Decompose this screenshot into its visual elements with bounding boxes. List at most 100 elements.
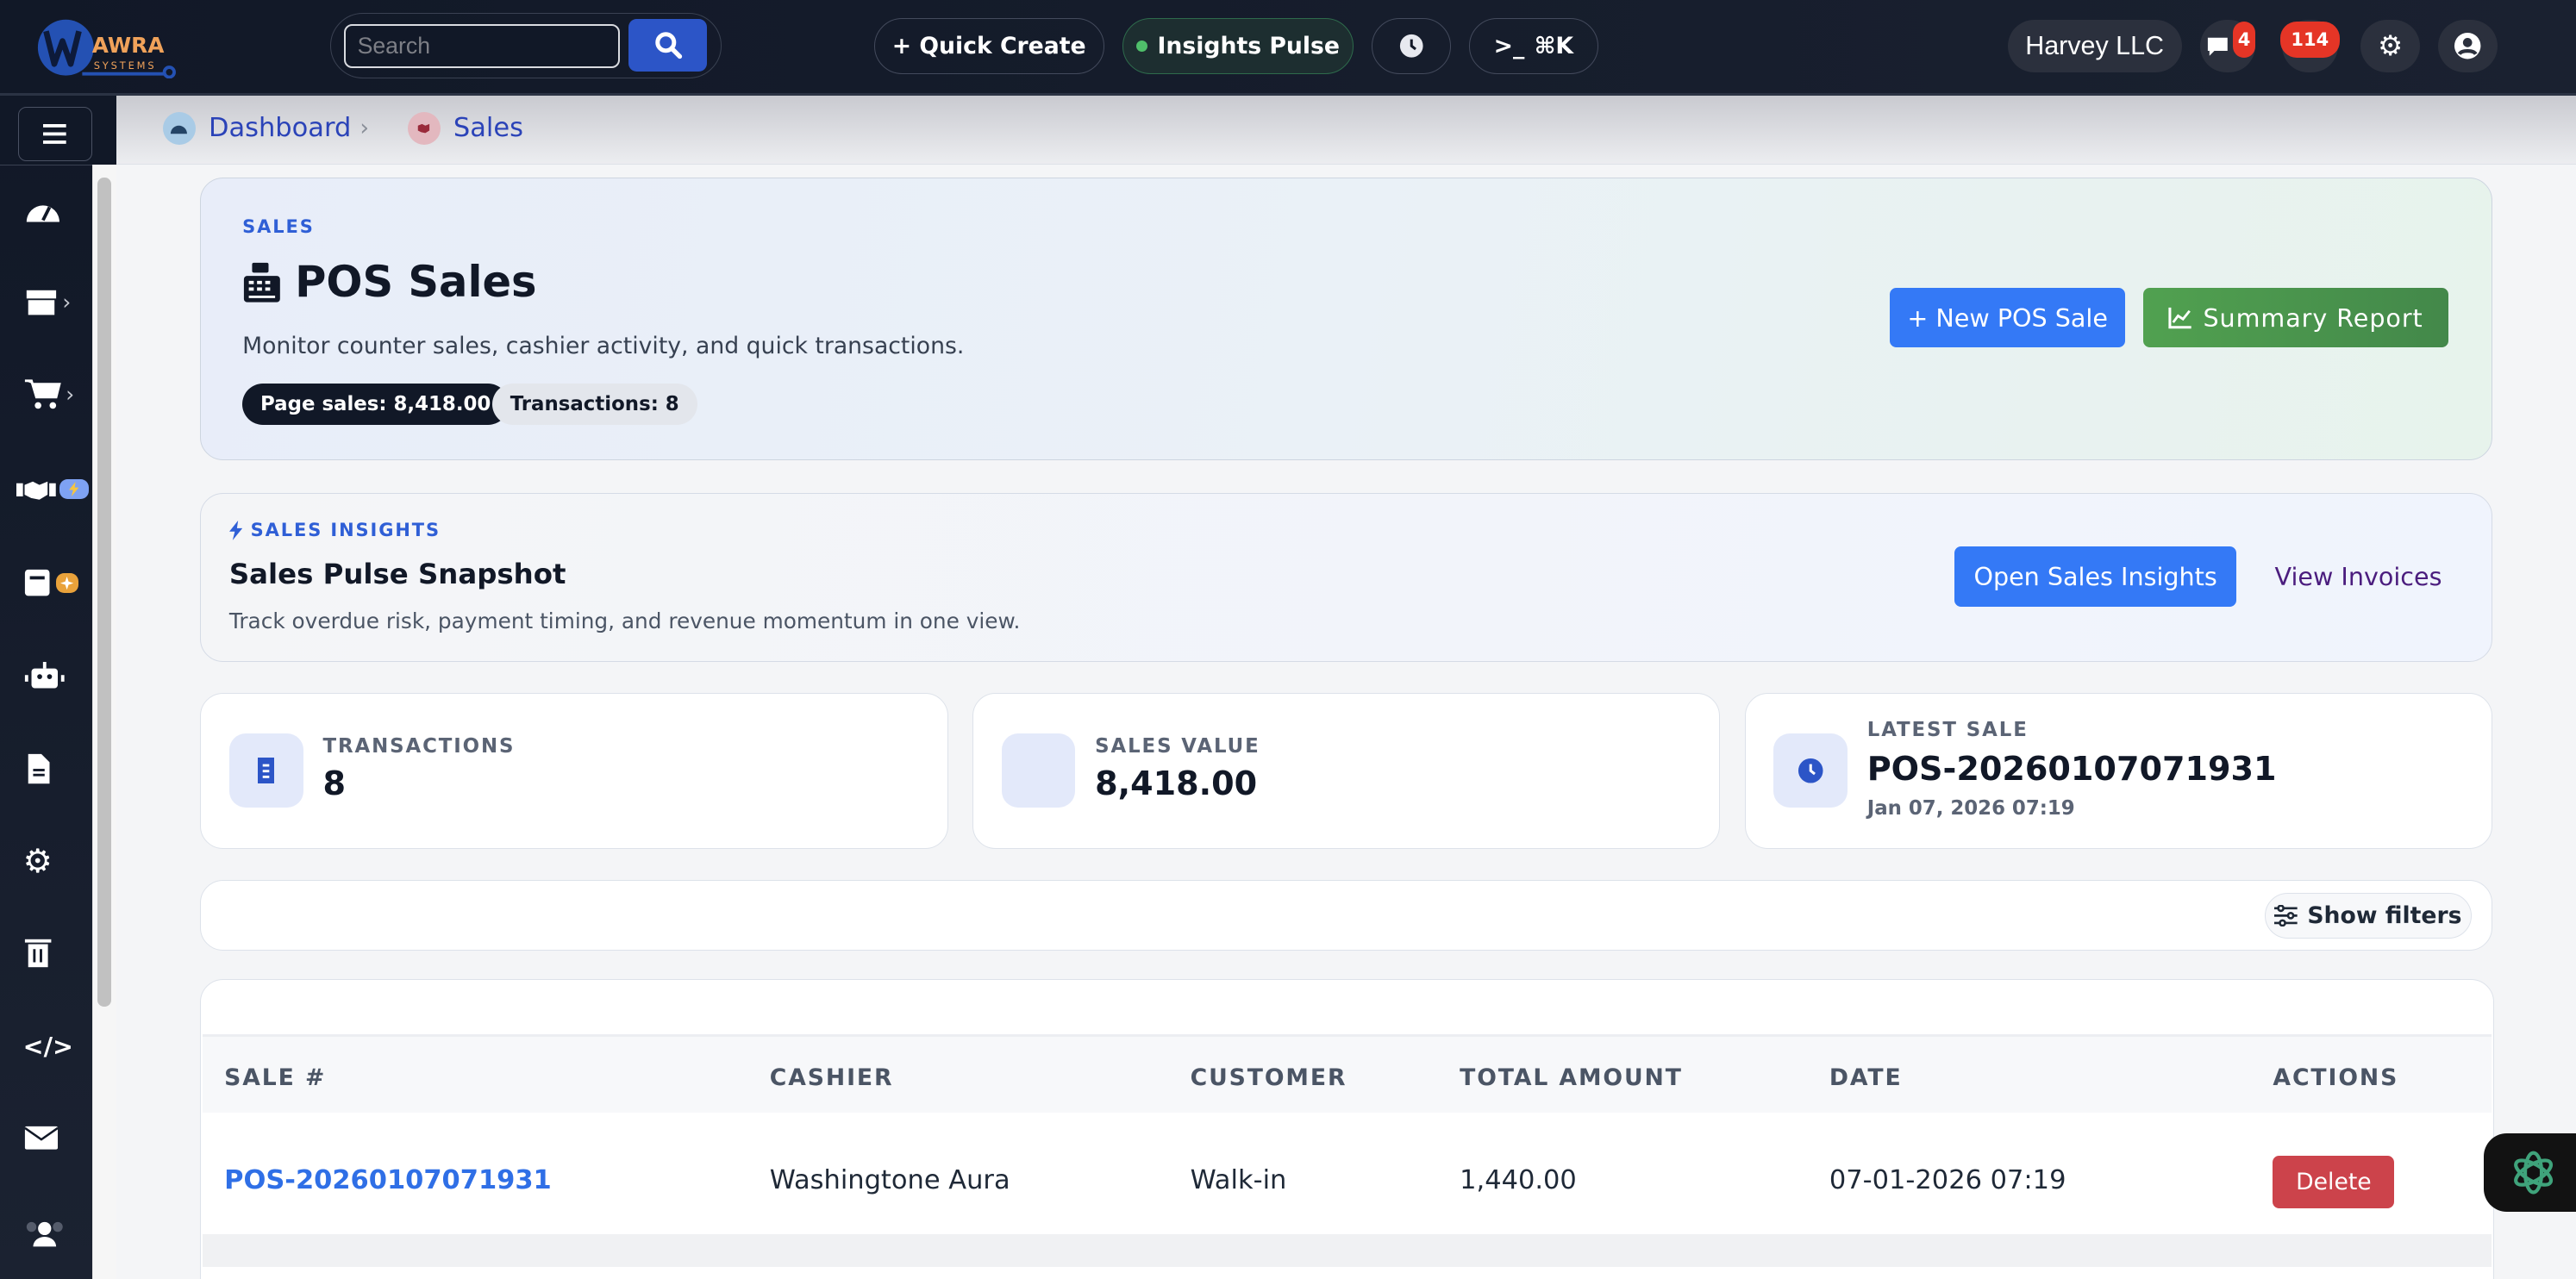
page-header-card: SALES POS Sales Monitor counter sales, c… bbox=[200, 177, 2492, 460]
handshake-icon bbox=[407, 111, 441, 145]
date-cell: 07-01-2026 07:19 bbox=[1829, 1165, 2066, 1196]
insights-eyebrow: SALES INSIGHTS bbox=[228, 520, 441, 541]
breadcrumb: Dashboard › Sales bbox=[116, 95, 2576, 165]
insights-title: Sales Pulse Snapshot bbox=[228, 557, 566, 590]
sidebar-item-inventory[interactable]: › bbox=[13, 278, 95, 327]
sales-value-icon bbox=[1001, 733, 1076, 808]
scrollbar-thumb[interactable] bbox=[97, 177, 111, 1008]
awra-logo[interactable]: AWRA SYSTEMS bbox=[36, 16, 184, 79]
column-header-customer[interactable]: CUSTOMER bbox=[1190, 1064, 1347, 1091]
sidebar-item-accounting[interactable] bbox=[13, 558, 95, 608]
show-filters-label: Show filters bbox=[2307, 902, 2462, 929]
breadcrumb-label: Dashboard bbox=[208, 113, 352, 144]
company-name: Harvey LLC bbox=[2025, 30, 2165, 60]
history-button[interactable] bbox=[1372, 17, 1451, 74]
box-icon bbox=[26, 290, 56, 315]
table-header: SALE # CASHIER CUSTOMER TOTAL AMOUNT DAT… bbox=[203, 1033, 2492, 1114]
kpi-label: LATEST SALE bbox=[1866, 718, 2029, 741]
kpi-value: POS-20260107071931 bbox=[1866, 749, 2277, 788]
search-button[interactable] bbox=[628, 18, 708, 72]
new-pos-sale-label: + New POS Sale bbox=[1907, 303, 2108, 333]
robot-icon bbox=[24, 661, 65, 689]
column-header-sale[interactable]: SALE # bbox=[224, 1064, 327, 1091]
notifications-button[interactable]: 4 bbox=[2199, 19, 2256, 72]
alerts-badge: 114 bbox=[2279, 21, 2340, 58]
search-input[interactable] bbox=[344, 23, 621, 69]
summary-report-label: Summary Report bbox=[2203, 303, 2423, 333]
command-shortcut: ⌘K bbox=[1534, 32, 1574, 59]
sparkle-badge-icon bbox=[55, 573, 79, 593]
column-header-cashier[interactable]: CASHIER bbox=[769, 1064, 894, 1091]
svg-text:SYSTEMS: SYSTEMS bbox=[94, 59, 157, 72]
quick-create-button[interactable]: + Quick Create bbox=[873, 17, 1104, 74]
page-sales-badge: Page sales: 8,418.00 bbox=[242, 383, 510, 425]
clock-icon bbox=[1399, 34, 1423, 58]
view-invoices-link[interactable]: View Invoices bbox=[2254, 546, 2461, 608]
handshake-icon bbox=[16, 481, 56, 500]
sidebar-item-mail[interactable] bbox=[13, 1114, 95, 1163]
sidebar-item-trash[interactable] bbox=[13, 928, 95, 977]
column-header-total[interactable]: TOTAL AMOUNT bbox=[1460, 1064, 1683, 1091]
clock-icon bbox=[1773, 733, 1848, 808]
svg-text:AWRA: AWRA bbox=[92, 33, 165, 58]
breadcrumb-separator: › bbox=[360, 115, 369, 142]
ai-assistant-button[interactable] bbox=[2484, 1132, 2576, 1213]
open-sales-insights-label: Open Sales Insights bbox=[1973, 561, 2217, 591]
kpi-subvalue: Jan 07, 2026 07:19 bbox=[1866, 797, 2075, 820]
page-title-text: POS Sales bbox=[295, 257, 537, 308]
cart-icon bbox=[24, 379, 61, 409]
delete-label: Delete bbox=[2296, 1168, 2372, 1195]
envelope-icon bbox=[23, 1126, 59, 1150]
alerts-button[interactable]: 114 bbox=[2279, 19, 2340, 72]
insights-subtitle: Track overdue risk, payment timing, and … bbox=[228, 608, 1021, 634]
command-palette-button[interactable]: >_ ⌘K bbox=[1468, 17, 1599, 74]
users-icon bbox=[26, 1221, 63, 1247]
user-circle-icon bbox=[2454, 33, 2481, 59]
kpi-sales-value: SALES VALUE 8,418.00 bbox=[972, 693, 1721, 850]
user-menu-button[interactable] bbox=[2437, 19, 2498, 72]
insights-pulse-button[interactable]: Insights Pulse bbox=[1122, 17, 1354, 74]
insights-eyebrow-text: SALES INSIGHTS bbox=[250, 520, 441, 541]
bolt-icon bbox=[228, 520, 243, 540]
breadcrumb-sales[interactable]: Sales bbox=[407, 111, 524, 145]
sidebar-item-documents[interactable] bbox=[13, 744, 95, 793]
cash-register-icon bbox=[244, 262, 280, 303]
delete-button[interactable]: Delete bbox=[2273, 1155, 2395, 1208]
sidebar-item-dashboard[interactable] bbox=[13, 185, 95, 234]
open-sales-insights-button[interactable]: Open Sales Insights bbox=[1954, 546, 2237, 608]
column-header-date[interactable]: DATE bbox=[1829, 1064, 1903, 1091]
new-pos-sale-button[interactable]: + New POS Sale bbox=[1890, 288, 2125, 348]
filter-bar: Show filters bbox=[200, 880, 2492, 951]
chart-line-icon bbox=[2168, 308, 2192, 329]
notifications-badge: 4 bbox=[2232, 21, 2256, 58]
sidebar-item-purchases[interactable]: › bbox=[13, 370, 95, 419]
search-bar bbox=[330, 13, 722, 79]
breadcrumb-label: Sales bbox=[453, 113, 524, 144]
sidebar-item-developer[interactable]: </> bbox=[13, 1021, 95, 1070]
gauge-icon bbox=[162, 111, 196, 145]
sale-number-link[interactable]: POS-20260107071931 bbox=[224, 1165, 552, 1196]
total-cell: 1,440.00 bbox=[1460, 1165, 1577, 1196]
receipt-icon bbox=[228, 733, 303, 808]
sidebar-item-users[interactable] bbox=[13, 1209, 95, 1258]
kpi-label: SALES VALUE bbox=[1095, 734, 1260, 758]
sidebar-item-sales[interactable] bbox=[7, 465, 89, 514]
summary-report-button[interactable]: Summary Report bbox=[2142, 288, 2449, 348]
sidebar-item-automation[interactable] bbox=[13, 652, 95, 702]
sidebar-scrollbar[interactable] bbox=[91, 164, 117, 1279]
book-icon bbox=[24, 570, 50, 596]
settings-button[interactable]: ⚙ bbox=[2360, 19, 2420, 72]
kpi-transactions: TRANSACTIONS 8 bbox=[200, 693, 948, 850]
table-row: POS-20260107071931 Washingtone Aura Walk… bbox=[203, 1129, 2492, 1235]
openai-knot-icon bbox=[2513, 1151, 2553, 1195]
page-subtitle: Monitor counter sales, cashier activity,… bbox=[242, 332, 965, 359]
sidebar-item-settings[interactable]: ⚙ bbox=[13, 836, 95, 885]
company-switcher[interactable]: Harvey LLC bbox=[2007, 19, 2182, 72]
trash-icon bbox=[24, 939, 52, 968]
show-filters-button[interactable]: Show filters bbox=[2264, 892, 2472, 939]
breadcrumb-dashboard[interactable]: Dashboard bbox=[162, 111, 352, 145]
chevron-right-icon: › bbox=[66, 381, 75, 407]
gauge-icon bbox=[26, 205, 59, 222]
top-bar: AWRA SYSTEMS + Quick Create Insights Pul… bbox=[0, 0, 2576, 96]
sidebar-toggle-button[interactable] bbox=[17, 106, 92, 161]
